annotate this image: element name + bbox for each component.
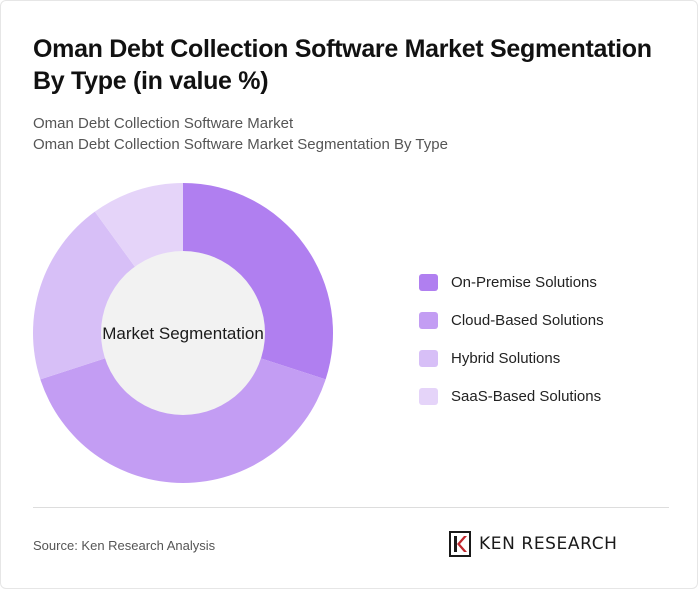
legend-item-saas-based-solutions: SaaS-Based Solutions [419, 377, 604, 415]
chart-title: Oman Debt Collection Software Market Seg… [33, 35, 652, 95]
legend-swatch [419, 387, 438, 405]
ken-research-logo: KEN RESEARCH [449, 531, 618, 557]
logo-text: KEN RESEARCH [479, 534, 618, 554]
ken-research-logo-icon [449, 531, 471, 557]
donut-chart: Market Segmentation [32, 183, 334, 483]
donut-hole [101, 251, 265, 415]
chart-legend: On-Premise Solutions Cloud-Based Solution… [419, 263, 604, 415]
legend-label: Cloud-Based Solutions [451, 311, 604, 329]
legend-item-cloud-based-solutions: Cloud-Based Solutions [419, 301, 604, 339]
subtitle-line-1: Oman Debt Collection Software Market [33, 115, 294, 132]
legend-swatch [419, 349, 438, 367]
legend-label: On-Premise Solutions [451, 273, 597, 291]
legend-swatch [419, 273, 438, 291]
subtitle-line-2: Oman Debt Collection Software Market Seg… [33, 136, 448, 153]
chart-subtitle: Oman Debt Collection Software Market Oma… [33, 113, 448, 155]
legend-item-on-premise-solutions: On-Premise Solutions [419, 263, 604, 301]
legend-label: Hybrid Solutions [451, 349, 561, 367]
legend-swatch [419, 311, 438, 329]
footer-divider [33, 507, 669, 508]
legend-label: SaaS-Based Solutions [451, 387, 602, 405]
donut-center-label: Market Segmentation [102, 324, 264, 343]
legend-item-hybrid-solutions: Hybrid Solutions [419, 339, 604, 377]
source-note: Source: Ken Research Analysis [33, 538, 216, 553]
